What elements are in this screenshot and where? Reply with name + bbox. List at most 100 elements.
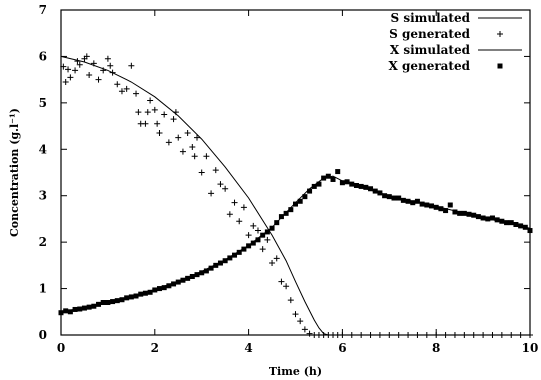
x-generated-point: [166, 283, 172, 289]
s-generated-point: [76, 61, 83, 68]
s-generated-point: [264, 236, 271, 243]
x-generated-point: [260, 232, 266, 238]
s-generated-point: [161, 111, 168, 118]
x-axis-title: Time (h): [269, 365, 322, 378]
s-generated-point: [170, 116, 177, 123]
x-generated-point: [250, 240, 256, 246]
x-generated-point: [81, 305, 87, 311]
s-simulated-line: [60, 55, 530, 336]
legend-swatch: [497, 31, 503, 37]
s-generated-point: [104, 55, 111, 62]
x-tick-label: 10: [522, 341, 539, 355]
x-generated-point: [213, 262, 219, 268]
x-generated-point: [499, 218, 505, 224]
x-generated-point: [171, 281, 177, 287]
x-generated-point: [63, 308, 69, 314]
x-generated-point: [475, 214, 481, 220]
y-tick-label: 6: [39, 49, 47, 63]
s-generated-point: [100, 67, 107, 74]
x-generated-point: [194, 272, 200, 278]
x-generated-point: [307, 188, 313, 194]
x-generated-point: [119, 297, 125, 303]
y-tick-label: 5: [39, 96, 47, 110]
x-generated-point: [203, 268, 209, 274]
x-generated-point: [424, 202, 430, 208]
x-generated-point: [489, 215, 495, 221]
legend-label: X simulated: [390, 43, 471, 57]
s-generated-point: [114, 81, 121, 88]
x-generated-point: [222, 258, 228, 264]
x-generated-point: [255, 237, 261, 243]
s-generated-point: [222, 185, 229, 192]
x-generated-point: [311, 183, 317, 189]
x-tick-label: 2: [151, 341, 159, 355]
x-generated-point: [156, 286, 162, 292]
s-generated-point: [156, 130, 163, 137]
x-generated-point: [86, 304, 92, 310]
axis-ticks: [61, 10, 530, 335]
x-generated-point: [316, 181, 322, 187]
s-generated-point: [107, 62, 114, 69]
plot-border: [60, 9, 531, 336]
x-generated-point: [96, 301, 102, 307]
x-generated-point: [358, 183, 364, 189]
s-generated-point: [191, 153, 198, 160]
legend: S simulated S generated X simulated X gener…: [388, 11, 522, 73]
x-generated-point: [518, 223, 524, 229]
s-generated-point: [95, 76, 102, 83]
y-tick-label: 2: [39, 235, 47, 249]
x-generated-point: [513, 222, 519, 227]
s-generated-point: [273, 255, 280, 262]
x-generated-point: [391, 195, 397, 201]
s-generated-point: [212, 167, 219, 174]
x-generated-point: [189, 274, 195, 279]
s-generated-point: [203, 153, 210, 160]
x-tick-label: 6: [338, 341, 346, 355]
x-generated-point: [274, 220, 280, 226]
s-generated-point: [269, 260, 276, 267]
x-generated-point: [124, 295, 130, 301]
s-generated-point: [194, 134, 201, 141]
x-generated-point: [152, 287, 158, 293]
x-generated-point: [246, 243, 252, 249]
s-generated-point: [226, 211, 233, 218]
x-generated-point: [414, 198, 420, 204]
x-generated-point: [288, 207, 294, 213]
s-generated-point: [245, 232, 252, 239]
x-generated-point: [147, 289, 153, 295]
x-generated-point: [471, 212, 477, 218]
legend-label: X generated: [388, 59, 470, 73]
x-generated-point: [461, 210, 467, 216]
legend-label: S simulated: [391, 11, 471, 25]
x-generated-point: [133, 293, 139, 299]
x-generated-point: [67, 309, 73, 315]
x-generated-point: [419, 201, 425, 207]
s-generated-point: [135, 109, 142, 116]
x-generated-point: [232, 252, 238, 258]
x-generated-point: [363, 184, 369, 190]
x-generated-point: [433, 204, 439, 210]
x-generated-point: [227, 255, 233, 261]
x-generated-point: [142, 290, 148, 296]
x-generated-point: [199, 270, 205, 276]
y-tick-label: 3: [39, 189, 47, 203]
x-generated-point: [217, 260, 223, 266]
x-generated-point: [466, 211, 472, 217]
x-generated-point: [208, 265, 214, 271]
s-generated-point: [283, 283, 290, 290]
x-generated-point: [396, 195, 402, 201]
data-marks: [58, 53, 533, 338]
s-generated-point: [217, 181, 224, 188]
s-generated-point: [287, 297, 294, 304]
x-generated-point: [180, 277, 186, 283]
x-generated-point: [452, 209, 458, 215]
x-generated-point: [105, 300, 111, 305]
x-generated-point: [264, 229, 270, 235]
y-tick-label: 4: [39, 142, 47, 156]
x-generated-point: [349, 181, 355, 187]
x-tick-label: 4: [244, 341, 252, 355]
s-generated-point: [250, 222, 257, 229]
x-generated-point: [138, 291, 144, 297]
s-generated-point: [118, 88, 125, 95]
